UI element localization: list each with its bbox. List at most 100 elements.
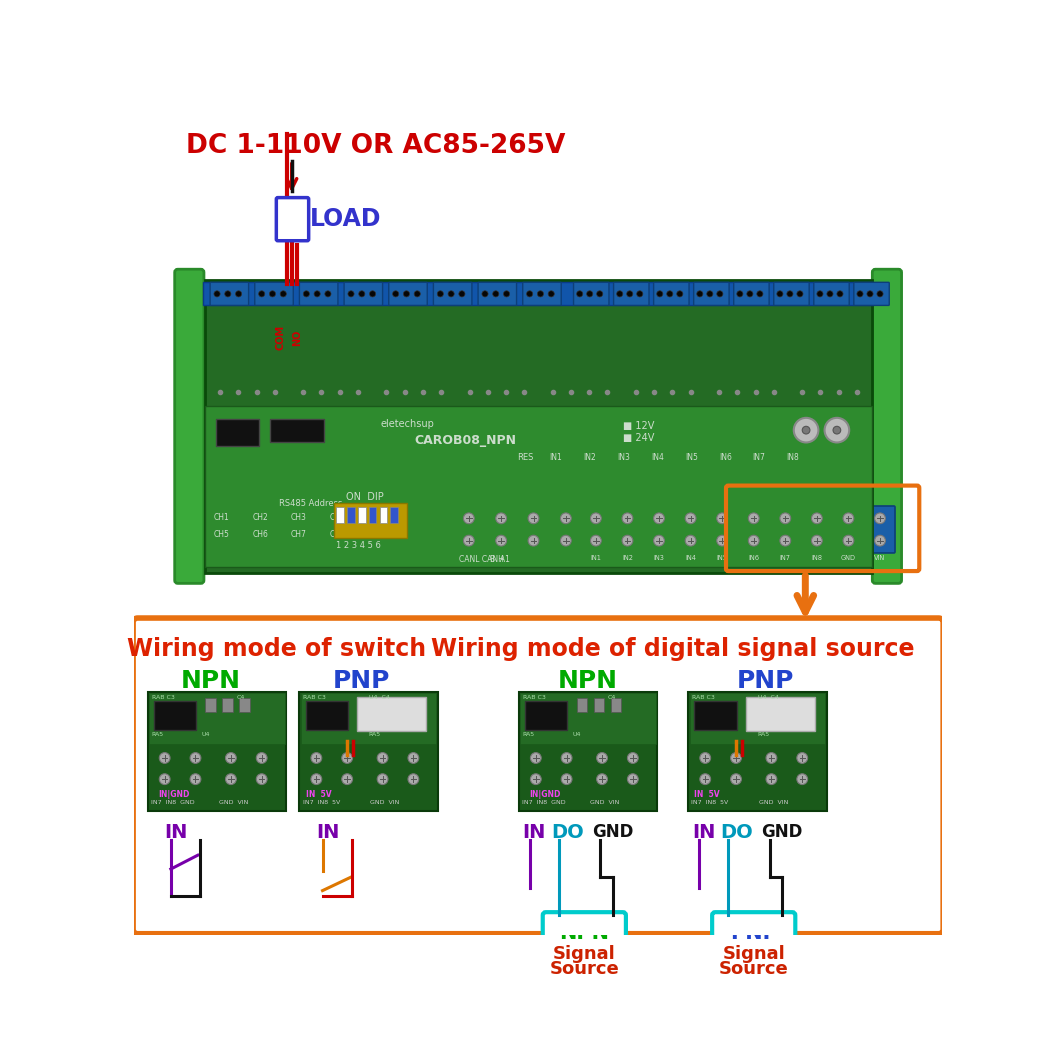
FancyBboxPatch shape bbox=[332, 747, 362, 791]
Text: U4  C4: U4 C4 bbox=[758, 695, 778, 700]
Text: GND: GND bbox=[592, 823, 633, 841]
Circle shape bbox=[463, 513, 475, 524]
Circle shape bbox=[393, 291, 399, 297]
FancyBboxPatch shape bbox=[644, 506, 674, 553]
Circle shape bbox=[403, 291, 410, 297]
Text: RAB C3: RAB C3 bbox=[523, 695, 546, 700]
Bar bbox=[593, 698, 605, 712]
Text: DO: DO bbox=[551, 823, 584, 842]
Text: CH1: CH1 bbox=[214, 513, 230, 522]
FancyBboxPatch shape bbox=[774, 282, 810, 306]
Text: IN  5V: IN 5V bbox=[694, 790, 720, 799]
Bar bbox=[148, 692, 287, 812]
Bar bbox=[694, 701, 737, 731]
Circle shape bbox=[837, 291, 843, 297]
Text: IN5: IN5 bbox=[685, 454, 698, 462]
Circle shape bbox=[737, 291, 743, 297]
Text: RA5: RA5 bbox=[369, 732, 381, 737]
Text: IN: IN bbox=[165, 823, 188, 842]
Text: IN3: IN3 bbox=[617, 454, 630, 462]
FancyBboxPatch shape bbox=[625, 306, 701, 401]
Bar bbox=[369, 507, 376, 523]
Circle shape bbox=[686, 513, 696, 524]
Circle shape bbox=[757, 291, 763, 297]
Bar bbox=[379, 507, 387, 523]
Circle shape bbox=[833, 426, 841, 434]
Circle shape bbox=[628, 774, 638, 784]
Bar bbox=[223, 322, 273, 376]
Bar bbox=[521, 693, 656, 743]
Circle shape bbox=[707, 291, 713, 297]
Bar bbox=[391, 507, 398, 523]
Circle shape bbox=[311, 774, 321, 784]
FancyBboxPatch shape bbox=[854, 282, 889, 306]
FancyBboxPatch shape bbox=[694, 282, 729, 306]
Circle shape bbox=[496, 536, 506, 546]
Circle shape bbox=[548, 291, 554, 297]
Text: IN  5V: IN 5V bbox=[306, 790, 331, 799]
Circle shape bbox=[717, 513, 728, 524]
Text: IN8: IN8 bbox=[812, 554, 822, 561]
FancyBboxPatch shape bbox=[376, 306, 452, 401]
Text: Wiring mode of digital signal source: Wiring mode of digital signal source bbox=[432, 636, 915, 660]
FancyBboxPatch shape bbox=[873, 269, 902, 584]
Circle shape bbox=[463, 536, 475, 546]
Circle shape bbox=[653, 513, 665, 524]
Circle shape bbox=[616, 291, 623, 297]
Bar bbox=[638, 322, 689, 376]
Text: LOAD: LOAD bbox=[310, 207, 382, 231]
Circle shape bbox=[311, 753, 321, 763]
FancyBboxPatch shape bbox=[788, 747, 817, 791]
Text: NPN: NPN bbox=[560, 923, 609, 943]
FancyBboxPatch shape bbox=[255, 282, 293, 306]
Circle shape bbox=[359, 291, 365, 297]
Text: IN7  IN8  GND: IN7 IN8 GND bbox=[522, 800, 566, 804]
Circle shape bbox=[482, 291, 488, 297]
Text: CH7: CH7 bbox=[291, 530, 307, 540]
Circle shape bbox=[857, 291, 863, 297]
Circle shape bbox=[448, 291, 455, 297]
FancyBboxPatch shape bbox=[521, 747, 551, 791]
Circle shape bbox=[408, 753, 419, 763]
Circle shape bbox=[348, 291, 354, 297]
Bar bbox=[576, 698, 587, 712]
Bar bbox=[690, 693, 825, 743]
Text: IN: IN bbox=[692, 823, 715, 842]
Text: Signal: Signal bbox=[722, 945, 785, 963]
Circle shape bbox=[596, 774, 607, 784]
FancyBboxPatch shape bbox=[276, 197, 309, 240]
Text: IN3: IN3 bbox=[653, 554, 665, 561]
Circle shape bbox=[437, 291, 443, 297]
Text: C4: C4 bbox=[607, 695, 615, 700]
Text: IN7: IN7 bbox=[753, 454, 765, 462]
Bar bbox=[306, 701, 348, 731]
Circle shape bbox=[530, 774, 541, 784]
Circle shape bbox=[867, 291, 874, 297]
Circle shape bbox=[225, 291, 231, 297]
Circle shape bbox=[766, 753, 777, 763]
FancyBboxPatch shape bbox=[675, 506, 706, 553]
Text: IN7  IN8  5V: IN7 IN8 5V bbox=[691, 800, 729, 804]
Circle shape bbox=[596, 291, 603, 297]
Text: IN: IN bbox=[316, 823, 340, 842]
FancyBboxPatch shape bbox=[814, 282, 849, 306]
FancyBboxPatch shape bbox=[181, 747, 210, 791]
FancyBboxPatch shape bbox=[209, 306, 286, 401]
Circle shape bbox=[622, 536, 633, 546]
FancyBboxPatch shape bbox=[865, 506, 895, 553]
Circle shape bbox=[653, 536, 665, 546]
Text: GND: GND bbox=[761, 823, 803, 841]
Text: GND  VIN: GND VIN bbox=[371, 800, 400, 804]
Bar bbox=[610, 698, 622, 712]
Circle shape bbox=[731, 753, 741, 763]
Bar bbox=[216, 419, 258, 445]
Circle shape bbox=[561, 753, 572, 763]
Text: RS485 Address: RS485 Address bbox=[279, 500, 342, 508]
Text: CAROB08_NPN: CAROB08_NPN bbox=[414, 434, 516, 447]
Circle shape bbox=[377, 753, 388, 763]
Circle shape bbox=[747, 291, 753, 297]
Circle shape bbox=[408, 774, 419, 784]
Text: ON  DIP: ON DIP bbox=[345, 491, 383, 502]
Circle shape bbox=[636, 291, 643, 297]
Circle shape bbox=[817, 291, 823, 297]
